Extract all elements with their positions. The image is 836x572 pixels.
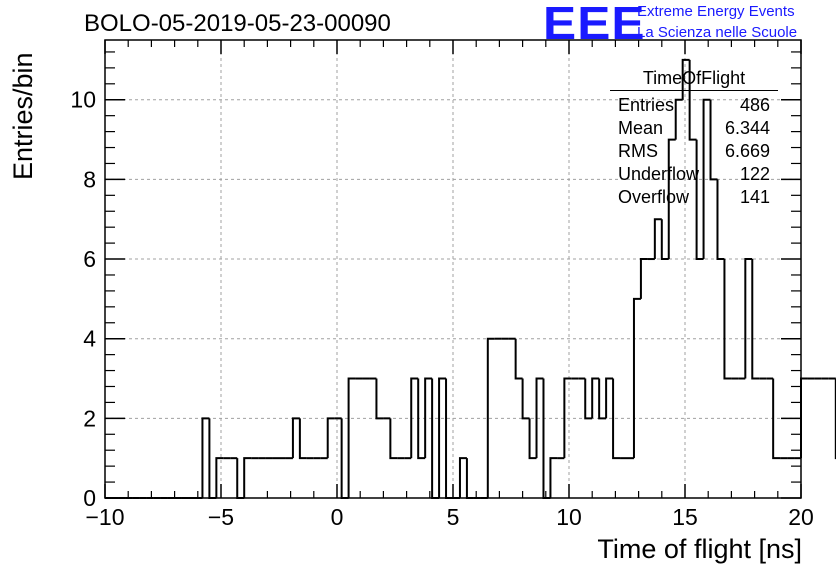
x-tick-label: −5 <box>208 504 234 530</box>
x-tick-label: −10 <box>85 504 124 530</box>
histogram-bin <box>417 378 426 460</box>
histogram-bin <box>688 59 697 141</box>
y-axis-label: Entries/bin <box>8 52 38 180</box>
histogram-bin <box>542 378 551 499</box>
stats-row-rms: RMS 6.669 <box>610 140 778 163</box>
histogram-bin <box>243 457 252 498</box>
histogram-bin <box>723 259 732 380</box>
histogram-bin <box>291 417 300 459</box>
histogram-bin <box>702 98 711 260</box>
histogram-bin <box>591 377 600 419</box>
histogram-bin <box>549 457 558 498</box>
histogram-bin <box>535 377 544 459</box>
histogram-bin <box>438 377 447 498</box>
histogram-bin <box>528 418 537 460</box>
stats-box: TimeOfFlight Entries 486 Mean 6.344 RMS … <box>610 68 778 209</box>
stats-title: TimeOfFlight <box>610 68 778 91</box>
histogram-bin <box>667 138 676 260</box>
y-tick-label: 6 <box>83 246 96 272</box>
histogram-bin <box>347 377 356 498</box>
run-title: BOLO-05-2019-05-23-00090 <box>84 10 391 37</box>
histogram-bin <box>744 258 753 379</box>
eee-logo: EEE <box>543 0 646 49</box>
histogram-bin <box>800 377 808 459</box>
x-tick-label: 20 <box>788 504 814 530</box>
histogram-bin <box>605 377 614 419</box>
y-tick-label: 4 <box>83 326 96 352</box>
x-tick-label: 5 <box>447 504 460 530</box>
tick-labels: −10 −5 0 5 10 15 20 0 2 4 6 8 10 <box>70 87 813 530</box>
histogram-bin <box>410 377 419 459</box>
grid-lines <box>105 40 801 498</box>
histogram-bin <box>772 378 781 460</box>
histogram-bin <box>298 418 307 460</box>
histogram-bin <box>201 417 210 498</box>
histogram-bin <box>486 337 495 498</box>
stats-value: 141 <box>739 187 770 207</box>
histogram-bin <box>236 458 245 499</box>
histogram-bin <box>612 378 621 460</box>
histogram-bin <box>326 417 335 459</box>
histogram-bin <box>632 297 641 459</box>
histogram-bin <box>584 378 593 420</box>
x-tick-label: 0 <box>331 504 344 530</box>
y-tick-label: 2 <box>83 405 96 431</box>
histogram-bin <box>751 259 760 380</box>
plot-frame <box>104 39 802 499</box>
stats-label: Entries <box>618 95 675 115</box>
stats-label: RMS <box>618 141 658 161</box>
histogram-bin <box>653 218 662 260</box>
histogram-bin <box>465 458 474 499</box>
histogram-bin <box>514 338 523 380</box>
histogram-bin <box>424 377 433 459</box>
stats-value: 486 <box>739 95 770 115</box>
histogram-bin <box>716 179 725 261</box>
histogram-bin <box>598 378 607 420</box>
stats-row-overflow: Overflow 141 <box>610 186 778 209</box>
histogram-bin <box>445 378 453 499</box>
stats-row-mean: Mean 6.344 <box>610 117 778 140</box>
y-tick-label: 8 <box>83 166 96 192</box>
histogram-bin <box>709 99 718 181</box>
histogram-bin <box>639 258 648 299</box>
histogram-bin <box>340 418 349 499</box>
y-tick-label: 10 <box>70 87 96 113</box>
stats-value: 6.344 <box>724 118 770 138</box>
histogram-bin <box>695 139 704 261</box>
histogram-bin <box>660 219 669 261</box>
histogram-bin <box>563 377 572 459</box>
logo-line-2: La Scienza nelle Scuole <box>637 24 798 41</box>
histogram-bin <box>215 457 224 498</box>
x-tick-label: 15 <box>672 504 698 530</box>
histogram-bin <box>674 98 683 140</box>
stats-label: Underflow <box>618 164 700 184</box>
histogram-bin <box>389 418 398 460</box>
histogram-bin <box>431 378 440 499</box>
stats-label: Mean <box>618 118 664 138</box>
histogram-bin <box>208 418 217 499</box>
histogram-bin <box>521 378 530 420</box>
logo-line-1: Extreme Energy Events <box>637 3 795 20</box>
stats-value: 122 <box>739 164 770 184</box>
stats-label: Overflow <box>618 187 690 207</box>
x-axis-label: Time of flight [ns] <box>597 534 802 564</box>
histogram-bin <box>681 58 690 100</box>
stats-value: 6.669 <box>724 141 770 161</box>
histogram-bin <box>375 378 384 420</box>
stats-row-entries: Entries 486 <box>610 94 778 117</box>
stats-row-underflow: Underflow 122 <box>610 163 778 186</box>
x-tick-label: 10 <box>556 504 582 530</box>
histogram-bin <box>458 457 467 498</box>
y-tick-label: 0 <box>83 485 96 511</box>
